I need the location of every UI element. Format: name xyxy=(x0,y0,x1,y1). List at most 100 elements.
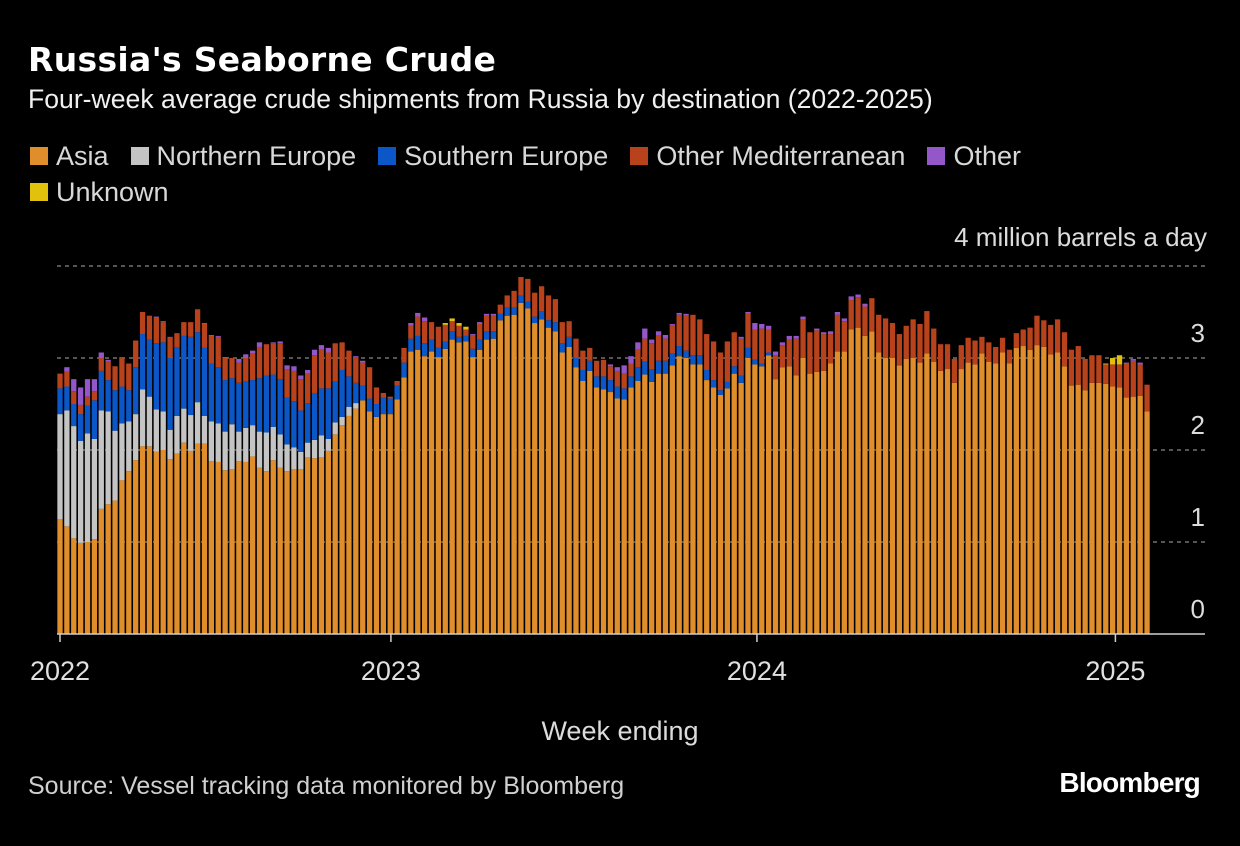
bar-segment-other-mediterranean xyxy=(249,353,256,381)
bar-segment-other-mediterranean xyxy=(511,290,517,308)
bar-segment-asia xyxy=(1109,386,1116,634)
bar-segment-other-mediterranean xyxy=(979,336,985,354)
bar-segment-unknown xyxy=(1116,355,1123,365)
bar-segment-asia xyxy=(731,373,737,634)
bar-segment-southern-europe xyxy=(318,388,325,436)
bar-segment-other-mediterranean xyxy=(428,322,435,340)
legend-swatch xyxy=(378,147,397,165)
bar-segment-other-mediterranean xyxy=(931,328,937,362)
bar-segment-other-mediterranean xyxy=(504,295,510,308)
bar-segment-other xyxy=(786,335,792,340)
bar-segment-other-mediterranean xyxy=(896,334,903,366)
bar-segment-northern-europe xyxy=(119,423,125,481)
bar-segment-northern-europe xyxy=(305,442,311,458)
bar-segment-asia xyxy=(208,461,215,634)
y-tick-label: 3 xyxy=(1191,318,1205,348)
bar-segment-other xyxy=(490,313,497,316)
bar-segment-other xyxy=(607,364,614,367)
bar-segment-unknown xyxy=(1109,358,1116,365)
bar-segment-northern-europe xyxy=(270,427,276,461)
bar-segment-asia xyxy=(311,458,318,634)
bar-segment-asia xyxy=(917,362,923,634)
bar-segment-southern-europe xyxy=(717,390,724,395)
bar-segment-asia xyxy=(167,459,173,634)
bar-segment-northern-europe xyxy=(181,408,187,443)
bar-segment-southern-europe xyxy=(387,398,393,415)
bar-segment-other-mediterranean xyxy=(518,277,524,296)
bar-segment-other xyxy=(759,323,765,329)
bar-segment-other-mediterranean xyxy=(366,367,373,399)
bar-segment-other xyxy=(621,365,627,374)
bar-segment-other-mediterranean xyxy=(552,299,559,323)
bar-segment-southern-europe xyxy=(504,307,510,316)
bar-segment-asia xyxy=(1123,397,1130,634)
bar-segment-other xyxy=(353,356,359,358)
bar-segment-other-mediterranean xyxy=(786,339,792,367)
bar-segment-other xyxy=(628,356,634,364)
bar-segment-asia xyxy=(284,471,290,634)
legend-item-other-mediterranean: Other Mediterranean xyxy=(630,141,905,171)
bar-segment-northern-europe xyxy=(98,410,104,509)
bar-segment-other-mediterranean xyxy=(642,338,648,362)
bar-segment-other-mediterranean xyxy=(229,358,235,379)
bar-segment-asia xyxy=(944,369,951,634)
bar-segment-southern-europe xyxy=(366,398,373,412)
bar-segment-northern-europe xyxy=(188,415,194,451)
bar-segment-other-mediterranean xyxy=(490,315,497,332)
bar-segment-other-mediterranean xyxy=(435,326,442,348)
bar-segment-asia xyxy=(738,382,744,634)
bar-segment-other-mediterranean xyxy=(593,360,600,377)
bar-segment-asia xyxy=(724,388,731,634)
bar-segment-other xyxy=(167,336,173,338)
bar-segment-asia xyxy=(896,365,903,634)
legend-item-other: Other xyxy=(927,141,1021,171)
bar-segment-northern-europe xyxy=(77,440,84,543)
bar-segment-northern-europe xyxy=(243,427,249,462)
bar-segment-other-mediterranean xyxy=(972,340,978,365)
bar-segment-asia xyxy=(249,456,256,634)
bar-segment-other xyxy=(642,328,648,339)
bar-segment-asia xyxy=(373,416,380,634)
bar-segment-other xyxy=(655,331,662,335)
bar-segment-southern-europe xyxy=(607,380,614,393)
bar-segment-other-mediterranean xyxy=(174,333,180,347)
bar-segment-other-mediterranean xyxy=(821,334,827,371)
bar-segment-other xyxy=(243,354,249,358)
x-axis-label: Week ending xyxy=(541,716,699,746)
bar-segment-asia xyxy=(360,400,366,634)
bar-segment-other-mediterranean xyxy=(318,349,325,389)
bar-segment-other-mediterranean xyxy=(532,292,538,317)
bar-segment-other xyxy=(84,379,91,397)
bar-segment-other-mediterranean xyxy=(291,370,297,402)
bar-segment-southern-europe xyxy=(731,366,737,374)
bar-segment-southern-europe xyxy=(511,307,517,315)
bar-segment-southern-europe xyxy=(194,332,201,403)
bar-segment-northern-europe xyxy=(353,403,359,409)
bar-segment-other-mediterranean xyxy=(827,334,834,364)
bar-segment-asia xyxy=(786,366,792,634)
bar-segment-asia xyxy=(573,367,579,634)
bar-segment-northern-europe xyxy=(153,409,159,452)
bar-segment-asia xyxy=(903,358,909,634)
legend-item-asia: Asia xyxy=(30,141,109,171)
bar-segment-southern-europe xyxy=(428,339,435,352)
bar-segment-other xyxy=(415,312,421,317)
bar-segment-other-mediterranean xyxy=(697,319,703,356)
bar-segment-other-mediterranean xyxy=(1089,355,1095,383)
y-tick-label: 0 xyxy=(1191,594,1205,624)
bar-segment-southern-europe xyxy=(133,367,139,415)
bar-segment-southern-europe xyxy=(263,375,270,433)
bar-segment-asia xyxy=(318,457,325,634)
bar-segment-asia xyxy=(408,351,414,634)
bar-segment-asia xyxy=(800,358,806,634)
bar-segment-asia xyxy=(277,467,283,634)
bar-segment-northern-europe xyxy=(332,422,338,435)
bar-segment-asia xyxy=(862,335,868,634)
bar-segment-other-mediterranean xyxy=(1048,324,1054,355)
bar-segment-other-mediterranean xyxy=(332,343,338,381)
bar-segment-southern-europe xyxy=(532,316,538,324)
bar-segment-other-mediterranean xyxy=(1006,349,1013,364)
bar-segment-asia xyxy=(676,356,682,634)
bar-segment-asia xyxy=(587,370,593,634)
bar-segment-other-mediterranean xyxy=(587,347,593,361)
